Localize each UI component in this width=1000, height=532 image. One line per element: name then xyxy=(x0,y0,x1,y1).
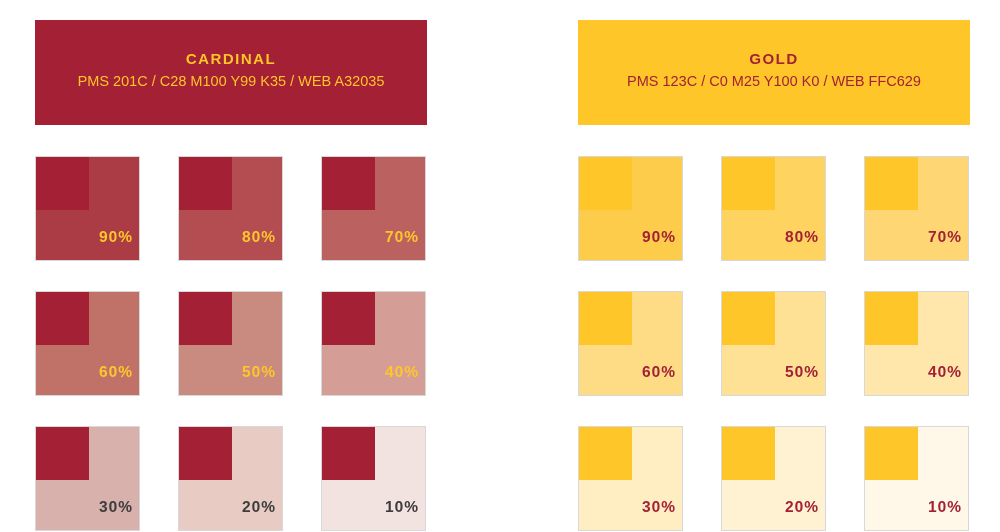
base-swatch xyxy=(322,157,375,210)
tint-tile: 40% xyxy=(864,291,969,396)
base-swatch xyxy=(722,427,775,480)
tint-label: 10% xyxy=(384,499,419,516)
base-swatch xyxy=(722,292,775,345)
base-swatch xyxy=(322,427,375,480)
base-swatch xyxy=(865,427,918,480)
tint-tile: 10% xyxy=(321,426,426,531)
tint-tile: 80% xyxy=(178,156,283,261)
tint-tile: 60% xyxy=(35,291,140,396)
base-swatch xyxy=(179,157,232,210)
base-swatch xyxy=(179,292,232,345)
base-swatch xyxy=(865,157,918,210)
tint-tile: 50% xyxy=(178,291,283,396)
color-spec: PMS 201C / C28 M100 Y99 K35 / WEB A32035 xyxy=(77,74,385,90)
color-name: GOLD xyxy=(749,51,799,68)
base-swatch xyxy=(179,427,232,480)
color-header: CARDINAL PMS 201C / C28 M100 Y99 K35 / WE… xyxy=(35,20,427,125)
base-swatch xyxy=(722,157,775,210)
color-name: CARDINAL xyxy=(185,51,277,68)
color-spec: PMS 123C / C0 M25 Y100 K0 / WEB FFC629 xyxy=(627,74,921,90)
tint-label: 40% xyxy=(927,364,962,381)
base-swatch xyxy=(579,292,632,345)
tint-tile: 60% xyxy=(578,291,683,396)
tint-tile: 20% xyxy=(721,426,826,531)
tint-label: 40% xyxy=(384,364,419,381)
tint-tile: 40% xyxy=(321,291,426,396)
base-swatch xyxy=(322,292,375,345)
tint-tile: 90% xyxy=(578,156,683,261)
tint-label: 90% xyxy=(641,229,676,246)
tint-label: 90% xyxy=(98,229,133,246)
tint-tile: 30% xyxy=(578,426,683,531)
color-header: GOLD PMS 123C / C0 M25 Y100 K0 / WEB FFC6… xyxy=(578,20,970,125)
tint-label: 10% xyxy=(927,499,962,516)
tint-label: 20% xyxy=(241,499,276,516)
base-swatch xyxy=(579,157,632,210)
tint-label: 60% xyxy=(641,364,676,381)
tint-tile: 50% xyxy=(721,291,826,396)
tint-tile: 80% xyxy=(721,156,826,261)
base-swatch xyxy=(865,292,918,345)
tint-label: 30% xyxy=(641,499,676,516)
tint-label: 50% xyxy=(784,364,819,381)
tint-label: 50% xyxy=(241,364,276,381)
tint-tile: 70% xyxy=(321,156,426,261)
base-swatch xyxy=(36,427,89,480)
tint-tile: 30% xyxy=(35,426,140,531)
tint-tile: 70% xyxy=(864,156,969,261)
tint-label: 80% xyxy=(784,229,819,246)
tint-label: 30% xyxy=(98,499,133,516)
tint-tile: 90% xyxy=(35,156,140,261)
tint-label: 70% xyxy=(384,229,419,246)
base-swatch xyxy=(36,157,89,210)
tint-label: 60% xyxy=(98,364,133,381)
base-swatch xyxy=(36,292,89,345)
base-swatch xyxy=(579,427,632,480)
tint-label: 20% xyxy=(784,499,819,516)
tint-tile: 10% xyxy=(864,426,969,531)
tint-tile: 20% xyxy=(178,426,283,531)
tint-label: 70% xyxy=(927,229,962,246)
tint-label: 80% xyxy=(241,229,276,246)
